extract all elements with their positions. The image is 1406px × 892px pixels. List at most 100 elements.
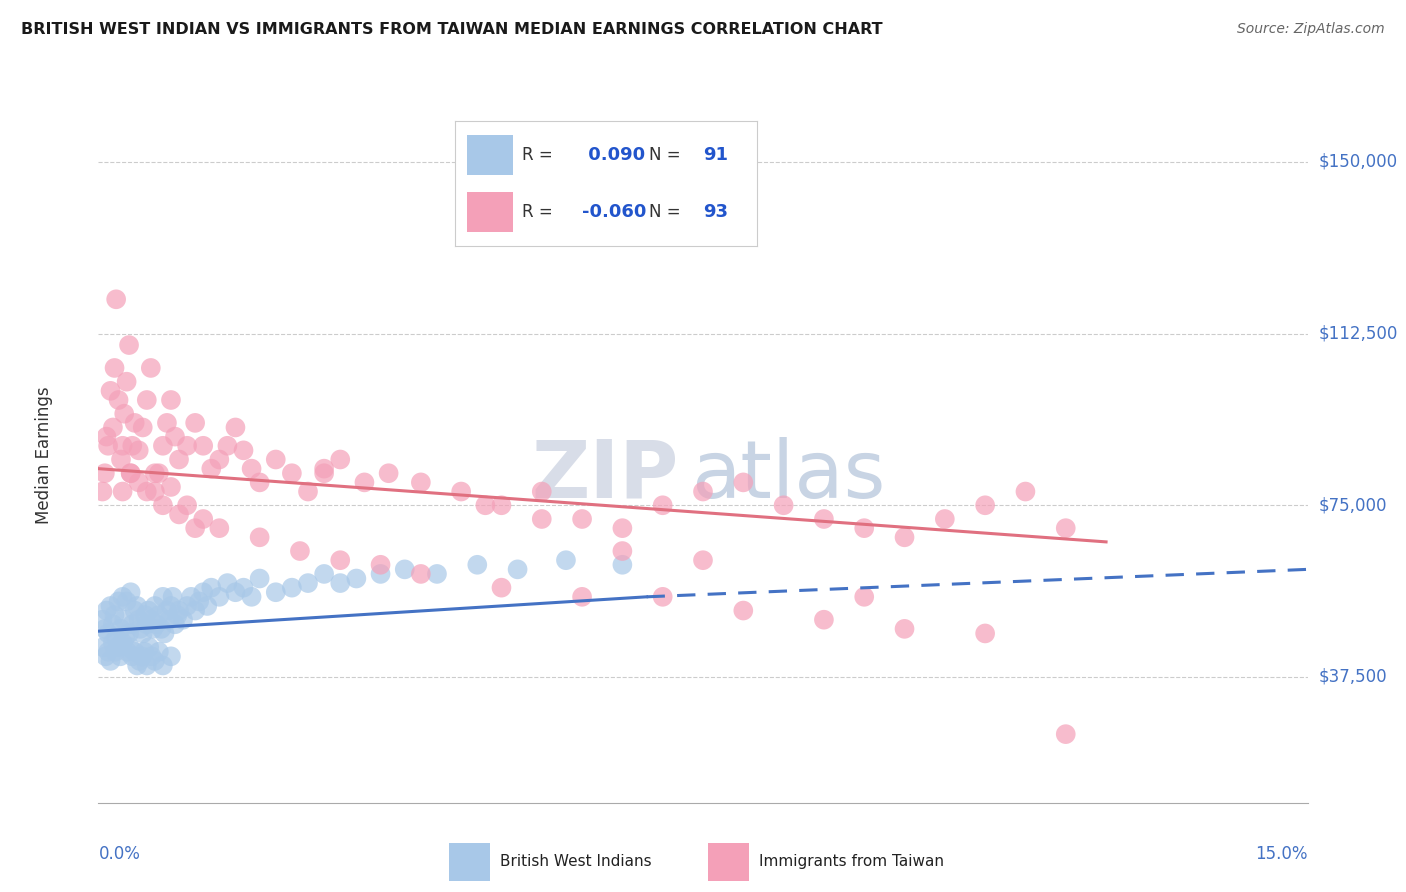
Point xyxy=(264,585,287,599)
Point xyxy=(101,635,124,649)
Point xyxy=(651,498,673,512)
Point xyxy=(156,416,179,430)
Point xyxy=(217,576,239,591)
Point xyxy=(114,631,136,645)
Point xyxy=(128,443,150,458)
Point xyxy=(193,512,215,526)
Point xyxy=(184,603,207,617)
Point xyxy=(163,429,186,443)
Text: $112,500: $112,500 xyxy=(1319,325,1398,343)
Point xyxy=(118,640,141,655)
Point xyxy=(1054,727,1077,741)
Point xyxy=(232,443,254,458)
Point xyxy=(934,512,956,526)
Point xyxy=(450,484,472,499)
Point xyxy=(115,594,138,608)
Point xyxy=(612,521,634,535)
Point xyxy=(127,658,149,673)
Point xyxy=(111,635,134,649)
Point xyxy=(120,467,142,481)
Point xyxy=(100,599,122,613)
Point xyxy=(180,590,202,604)
Text: $75,000: $75,000 xyxy=(1319,496,1388,515)
Point xyxy=(167,452,190,467)
Point xyxy=(772,498,794,512)
Point xyxy=(195,599,218,613)
Point xyxy=(571,512,593,526)
Point xyxy=(530,512,553,526)
Point xyxy=(692,553,714,567)
Point xyxy=(134,608,156,623)
Point xyxy=(370,558,392,572)
Point xyxy=(208,590,231,604)
Point xyxy=(124,603,146,617)
Point xyxy=(329,576,352,591)
Point xyxy=(157,613,180,627)
Text: atlas: atlas xyxy=(690,437,886,515)
Point xyxy=(152,439,174,453)
Text: 15.0%: 15.0% xyxy=(1256,845,1308,863)
Point xyxy=(121,439,143,453)
Point xyxy=(162,590,184,604)
Point xyxy=(141,649,163,664)
Point xyxy=(329,553,352,567)
Point xyxy=(491,581,513,595)
Point xyxy=(193,439,215,453)
Text: BRITISH WEST INDIAN VS IMMIGRANTS FROM TAIWAN MEDIAN EARNINGS CORRELATION CHART: BRITISH WEST INDIAN VS IMMIGRANTS FROM T… xyxy=(21,22,883,37)
Point xyxy=(208,452,231,467)
Point xyxy=(121,617,143,632)
Point xyxy=(692,484,714,499)
Point xyxy=(530,484,553,499)
Point xyxy=(188,594,211,608)
Point xyxy=(121,649,143,664)
Point xyxy=(112,613,135,627)
Point xyxy=(129,622,152,636)
Text: Median Earnings: Median Earnings xyxy=(35,386,53,524)
Point xyxy=(370,566,392,581)
Point xyxy=(200,581,222,595)
Point xyxy=(96,429,118,443)
Point xyxy=(135,484,157,499)
Point xyxy=(103,360,125,375)
Point xyxy=(94,467,117,481)
Point xyxy=(893,622,915,636)
Point xyxy=(107,640,129,655)
Point xyxy=(120,585,142,599)
Point xyxy=(160,599,183,613)
Point xyxy=(281,581,304,595)
Point xyxy=(91,613,114,627)
Point xyxy=(94,649,117,664)
Point xyxy=(314,461,336,475)
Point xyxy=(733,475,755,490)
Point xyxy=(377,467,399,481)
Point xyxy=(156,603,179,617)
Point xyxy=(297,576,319,591)
Point xyxy=(281,467,304,481)
Point xyxy=(104,645,127,659)
Point xyxy=(166,608,188,623)
Point xyxy=(167,603,190,617)
Point xyxy=(160,480,183,494)
Point xyxy=(118,626,141,640)
Point xyxy=(110,452,132,467)
Point xyxy=(394,562,416,576)
Point xyxy=(128,654,150,668)
Point xyxy=(148,645,170,659)
Point xyxy=(974,626,997,640)
Point xyxy=(112,407,135,421)
Point xyxy=(288,544,311,558)
Point xyxy=(132,626,155,640)
Point xyxy=(612,558,634,572)
Point xyxy=(143,599,166,613)
Point xyxy=(120,467,142,481)
Point xyxy=(105,631,128,645)
Point xyxy=(101,617,124,632)
Point xyxy=(152,658,174,673)
Point xyxy=(249,572,271,586)
Point xyxy=(176,439,198,453)
Point xyxy=(128,613,150,627)
Point xyxy=(974,498,997,512)
Point xyxy=(1054,521,1077,535)
Point xyxy=(176,599,198,613)
Point xyxy=(148,608,170,623)
